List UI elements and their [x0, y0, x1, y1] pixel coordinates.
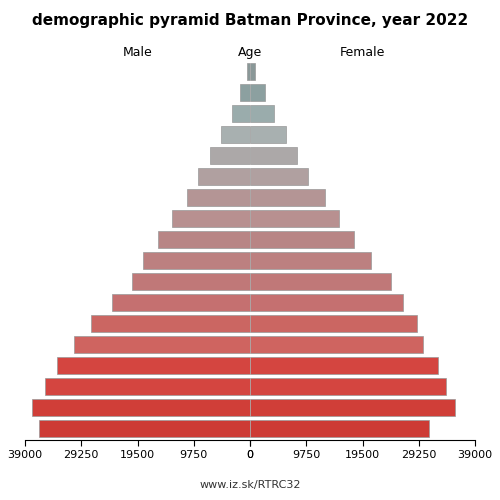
- Bar: [40, 420, 250, 437]
- Bar: [92, 315, 250, 332]
- Bar: [250, 294, 403, 311]
- Bar: [112, 294, 250, 311]
- Bar: [250, 378, 446, 395]
- Text: Age: Age: [238, 46, 262, 59]
- Bar: [144, 252, 250, 269]
- Bar: [250, 63, 255, 80]
- Bar: [210, 147, 250, 164]
- Bar: [132, 273, 250, 290]
- Title: Female: Female: [340, 46, 385, 59]
- Bar: [232, 105, 250, 122]
- Bar: [250, 189, 325, 206]
- Bar: [250, 105, 274, 122]
- Text: 80: 80: [256, 88, 270, 98]
- Text: 50: 50: [256, 214, 270, 224]
- Bar: [250, 420, 429, 437]
- Bar: [221, 126, 250, 143]
- Bar: [250, 126, 286, 143]
- Bar: [74, 336, 250, 353]
- Bar: [45, 378, 250, 395]
- Bar: [198, 168, 250, 185]
- Text: 30: 30: [256, 298, 270, 308]
- Text: 20: 20: [256, 340, 270, 349]
- Bar: [246, 63, 250, 80]
- Text: 10: 10: [256, 382, 270, 392]
- Bar: [250, 210, 340, 227]
- Title: Male: Male: [122, 46, 152, 59]
- Bar: [158, 231, 250, 248]
- Bar: [56, 357, 250, 374]
- Bar: [250, 273, 392, 290]
- Bar: [250, 357, 438, 374]
- Bar: [240, 84, 250, 101]
- Bar: [250, 252, 371, 269]
- Bar: [250, 315, 418, 332]
- Bar: [250, 147, 298, 164]
- Bar: [250, 336, 423, 353]
- Text: 70: 70: [256, 130, 270, 140]
- Bar: [250, 231, 354, 248]
- Text: www.iz.sk/RTRC32: www.iz.sk/RTRC32: [199, 480, 301, 490]
- Bar: [250, 399, 455, 416]
- Bar: [250, 168, 308, 185]
- Bar: [186, 189, 250, 206]
- Bar: [250, 84, 265, 101]
- Bar: [172, 210, 250, 227]
- Text: 40: 40: [256, 256, 270, 266]
- Bar: [32, 399, 250, 416]
- Text: 60: 60: [256, 172, 270, 181]
- Text: 0: 0: [256, 424, 262, 434]
- Text: demographic pyramid Batman Province, year 2022: demographic pyramid Batman Province, yea…: [32, 12, 468, 28]
